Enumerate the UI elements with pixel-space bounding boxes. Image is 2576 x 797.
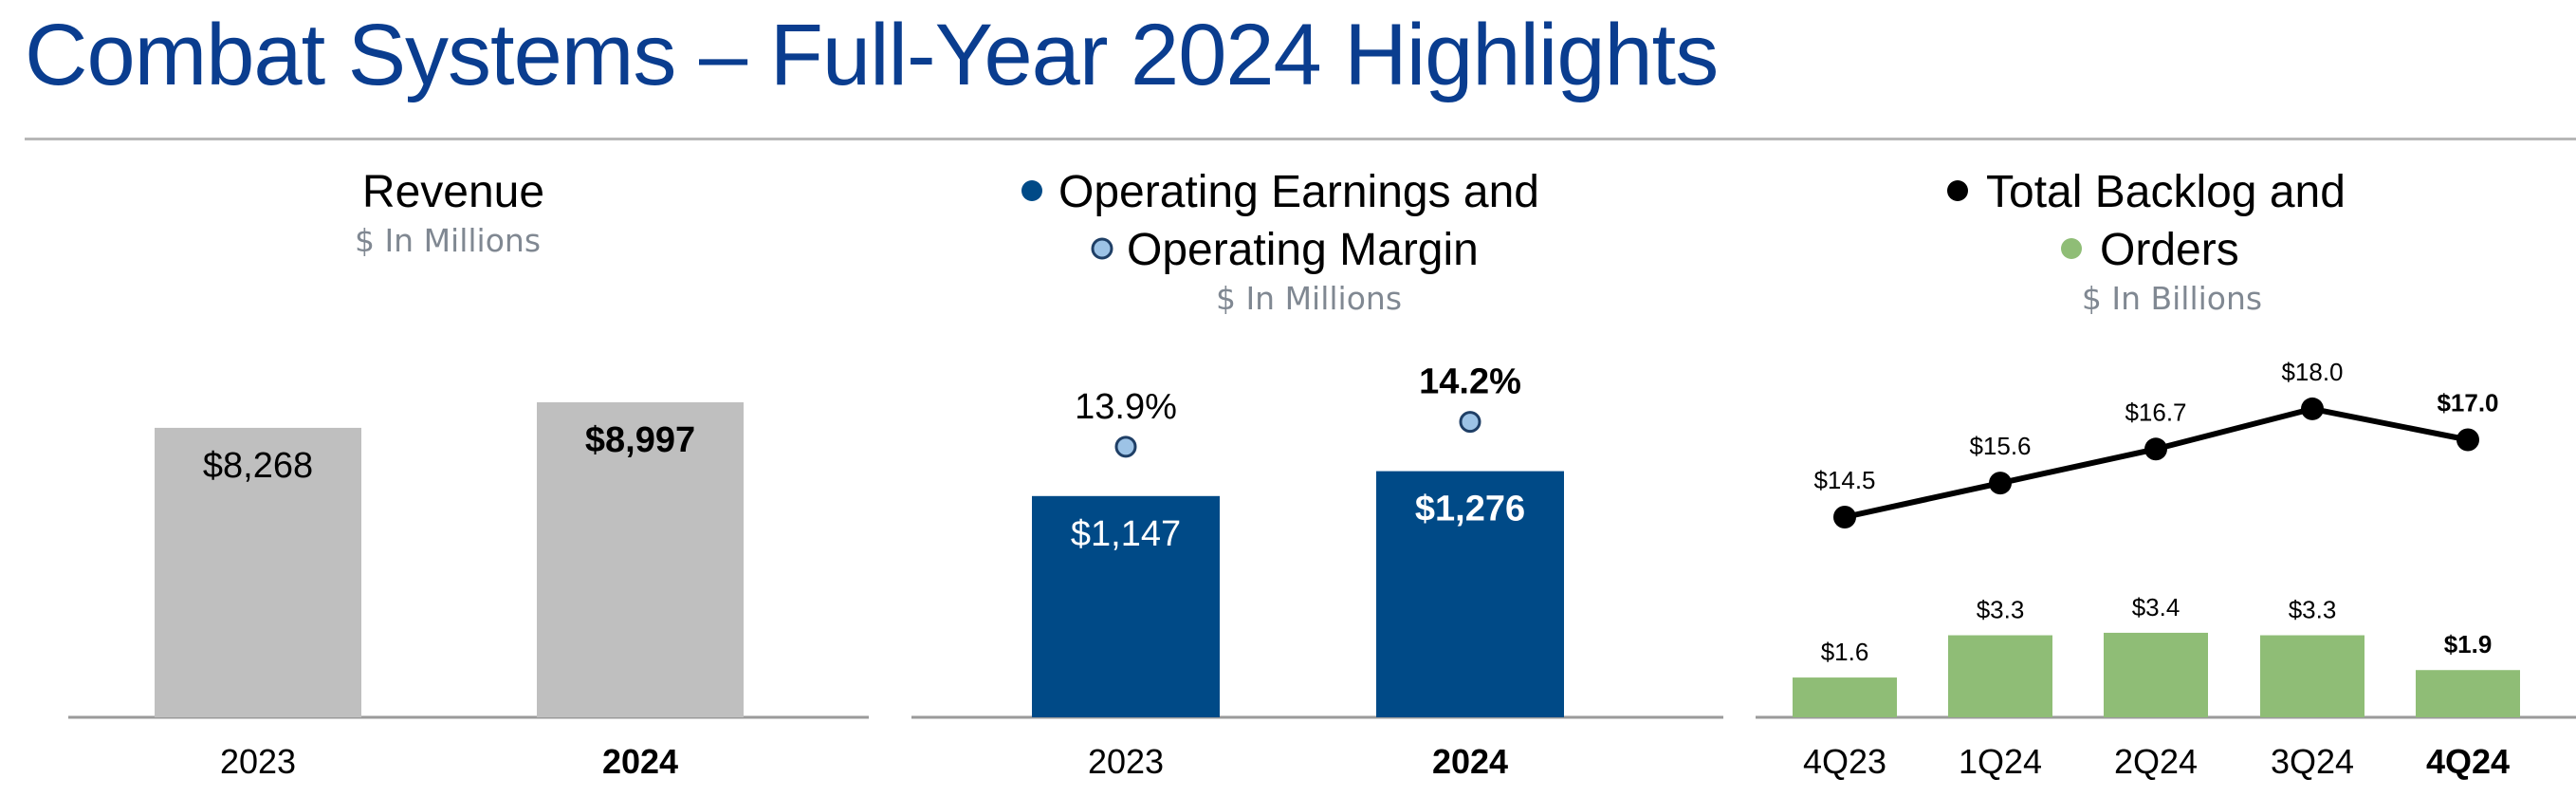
total-backlog-legend-marker: [1947, 180, 1968, 201]
backlog-orders-chart: Total Backlog and Orders $ In Billions $…: [1756, 167, 2576, 781]
revenue-bar-2023: [155, 427, 361, 717]
total-backlog-point-4Q24: [2456, 428, 2479, 452]
operating-earnings-chart-title-line-1: Operating Earnings and: [1058, 167, 1539, 217]
revenue-tick-2023: 2023: [220, 742, 296, 781]
orders-value-label-1Q24: $3.3: [1977, 596, 2025, 624]
total-backlog-value-label-1Q24: $15.6: [1969, 432, 2031, 460]
revenue-chart: Revenue $ In Millions $8,268 2023 $8,997 20…: [68, 167, 869, 781]
total-backlog-value-label-4Q23: $14.5: [1813, 466, 1875, 494]
operating-earnings-chart: Operating Earnings and Operating Margin …: [911, 167, 1723, 781]
backlog-orders-chart-title-line-1: Total Backlog and: [1986, 167, 2346, 217]
operating-margin-value-label-2023: 13.9%: [1075, 387, 1177, 427]
orders-value-label-3Q24: $3.3: [2289, 596, 2337, 624]
orders-value-label-4Q23: $1.6: [1821, 638, 1869, 666]
operating-earnings-tick-2023: 2023: [1088, 742, 1164, 781]
revenue-tick-2024: 2024: [602, 742, 678, 781]
orders-bar-4Q24: [2416, 670, 2520, 717]
orders-bar-4Q23: [1793, 677, 1897, 717]
backlog-orders-tick-3Q24: 3Q24: [2271, 742, 2354, 781]
operating-margin-point-2024: [1459, 411, 1481, 434]
backlog-orders-tick-4Q24: 4Q24: [2426, 742, 2510, 781]
operating-earnings-value-label-2024: $1,276: [1415, 490, 1525, 529]
backlog-orders-tick-4Q23: 4Q23: [1803, 742, 1886, 781]
backlog-orders-tick-2Q24: 2Q24: [2114, 742, 2198, 781]
orders-bar-1Q24: [1948, 635, 2052, 717]
total-backlog-value-label-4Q24: $17.0: [2437, 389, 2498, 417]
operating-margin-value-label-2024: 14.2%: [1419, 362, 1521, 402]
total-backlog-point-2Q24: [2144, 437, 2167, 461]
total-backlog-value-label-3Q24: $18.0: [2281, 358, 2343, 386]
operating-earnings-chart-title-line-2: Operating Margin: [1127, 225, 1479, 275]
revenue-bar-2024: [537, 402, 744, 717]
total-backlog-point-1Q24: [1989, 472, 2012, 495]
backlog-orders-tick-1Q24: 1Q24: [1959, 742, 2042, 781]
operating-earnings-tick-2024: 2024: [1432, 742, 1508, 781]
operating-margin-point-2023: [1114, 436, 1137, 458]
operating-earnings-bar-2023: [1032, 495, 1220, 717]
orders-legend-marker: [2061, 238, 2082, 259]
page-title: Combat Systems – Full-Year 2024 Highligh…: [25, 7, 1719, 103]
orders-value-label-4Q24: $1.9: [2444, 630, 2493, 658]
orders-bar-3Q24: [2260, 635, 2364, 717]
operating-earnings-bar-2024: [1376, 471, 1564, 717]
operating-earnings-chart-subtitle: $ In Millions: [1216, 280, 1402, 317]
operating-earnings-legend-marker: [1021, 180, 1042, 201]
revenue-value-label-2023: $8,268: [203, 446, 313, 486]
backlog-orders-chart-subtitle: $ In Billions: [2082, 280, 2262, 317]
operating-margin-legend-marker: [1091, 237, 1113, 260]
revenue-chart-title: Revenue: [362, 167, 544, 217]
total-backlog-value-label-2Q24: $16.7: [2125, 398, 2186, 426]
revenue-chart-subtitle: $ In Millions: [355, 222, 541, 259]
orders-value-label-2Q24: $3.4: [2132, 593, 2180, 621]
revenue-value-label-2024: $8,997: [585, 420, 695, 460]
orders-bar-2Q24: [2104, 632, 2208, 717]
backlog-orders-chart-title-line-2: Orders: [2100, 225, 2239, 275]
operating-earnings-value-label-2023: $1,147: [1071, 514, 1181, 554]
total-backlog-point-4Q23: [1833, 506, 1856, 528]
total-backlog-point-3Q24: [2301, 397, 2324, 420]
title-divider: [25, 138, 2576, 140]
